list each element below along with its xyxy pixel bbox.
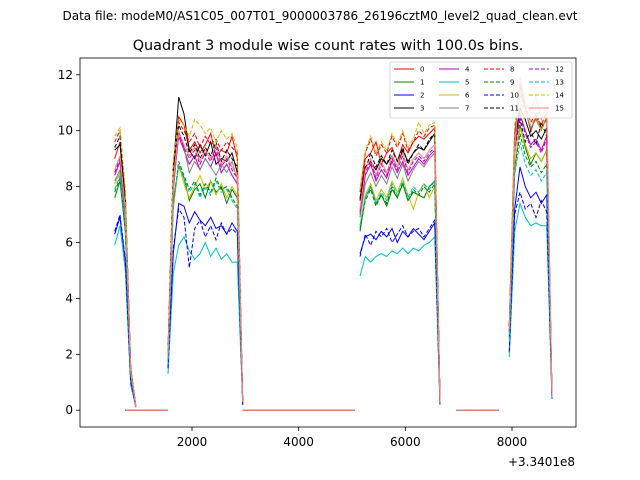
legend-entry-15: 15	[529, 105, 564, 113]
series-0-segment-2	[167, 115, 244, 402]
series-4-segment-5	[359, 148, 441, 402]
y-tick-label: 8	[65, 180, 73, 194]
series-12-segment-5	[359, 146, 441, 402]
legend-entry-3: 3	[394, 105, 424, 113]
y-tick-label: 12	[58, 68, 73, 82]
legend-label: 13	[555, 79, 564, 87]
legend-label: 8	[510, 66, 514, 74]
series-14-segment-5	[359, 120, 441, 402]
legend-label: 4	[465, 66, 470, 74]
legend-label: 5	[465, 79, 469, 87]
series-6-segment-8	[508, 127, 553, 397]
legend-label: 6	[465, 92, 470, 100]
series-2-segment-2	[167, 202, 244, 405]
series-10-segment-0	[114, 214, 137, 408]
legend-label: 11	[510, 105, 519, 113]
series-12-segment-8	[508, 116, 553, 397]
figure-suptitle: Data file: modeM0/AS1C05_007T01_90000037…	[62, 9, 577, 23]
legend-entry-10: 10	[484, 92, 519, 100]
series-14-segment-2	[167, 118, 244, 402]
x-tick-label: 2000	[177, 435, 208, 449]
series-10-segment-8	[508, 190, 553, 400]
legend-label: 7	[465, 105, 469, 113]
legend-entry-4: 4	[439, 66, 470, 74]
series-11-segment-2	[167, 123, 244, 402]
series-10-segment-2	[167, 207, 244, 405]
series-13-segment-2	[167, 164, 244, 402]
series-13-segment-8	[508, 141, 553, 400]
series-6-segment-5	[359, 176, 441, 405]
legend-label: 10	[510, 92, 519, 100]
legend-entry-12: 12	[529, 66, 564, 74]
legend-entry-6: 6	[439, 92, 470, 100]
legend-label: 9	[510, 79, 514, 87]
x-offset-text: +3.3401e8	[508, 455, 575, 469]
series-15-segment-2	[167, 130, 244, 402]
series-9-segment-5	[359, 182, 441, 405]
legend-entry-8: 8	[484, 66, 514, 74]
legend-label: 3	[420, 105, 424, 113]
legend-entry-14: 14	[529, 92, 564, 100]
legend-entry-1: 1	[394, 79, 424, 87]
legend-label: 15	[555, 105, 564, 113]
legend-label: 2	[420, 92, 424, 100]
series-15-segment-5	[359, 143, 441, 402]
y-tick-label: 4	[65, 291, 73, 305]
series-11-segment-0	[114, 134, 137, 408]
legend-entry-2: 2	[394, 92, 424, 100]
y-tick-label: 10	[58, 124, 73, 138]
series-12-segment-2	[167, 133, 244, 402]
series-9-segment-8	[508, 133, 553, 400]
legend-entry-11: 11	[484, 105, 519, 113]
series-10-segment-5	[359, 218, 441, 405]
legend-entry-0: 0	[394, 66, 424, 74]
legend-label: 12	[555, 66, 564, 74]
series-9-segment-2	[167, 161, 244, 402]
series-5-segment-5	[359, 235, 441, 405]
legend-entry-13: 13	[529, 79, 564, 87]
legend-label: 14	[555, 92, 564, 100]
y-tick-label: 2	[65, 347, 73, 361]
series-7-segment-5	[359, 151, 441, 402]
legend-label: 1	[420, 79, 424, 87]
series-5-segment-8	[508, 201, 553, 400]
series-14-segment-0	[114, 126, 137, 408]
series-8-segment-5	[359, 124, 441, 402]
series-lines	[114, 77, 553, 411]
legend-entry-7: 7	[439, 105, 469, 113]
series-6-segment-2	[167, 164, 244, 402]
legend-entry-9: 9	[484, 79, 514, 87]
legend-box	[389, 61, 573, 119]
chart-title: Quadrant 3 module wise count rates with …	[133, 38, 524, 54]
x-tick-label: 6000	[390, 435, 421, 449]
series-15-segment-0	[114, 155, 137, 408]
series-13-segment-5	[359, 179, 441, 405]
y-tick-label: 6	[65, 236, 73, 250]
series-8-segment-2	[167, 120, 244, 402]
legend-label: 0	[420, 66, 424, 74]
x-tick-label: 4000	[283, 435, 314, 449]
series-2-segment-8	[508, 166, 553, 400]
legend-entry-5: 5	[439, 79, 469, 87]
x-tick-label: 8000	[497, 435, 528, 449]
series-5-segment-2	[167, 235, 244, 405]
y-tick-label: 0	[65, 403, 73, 417]
